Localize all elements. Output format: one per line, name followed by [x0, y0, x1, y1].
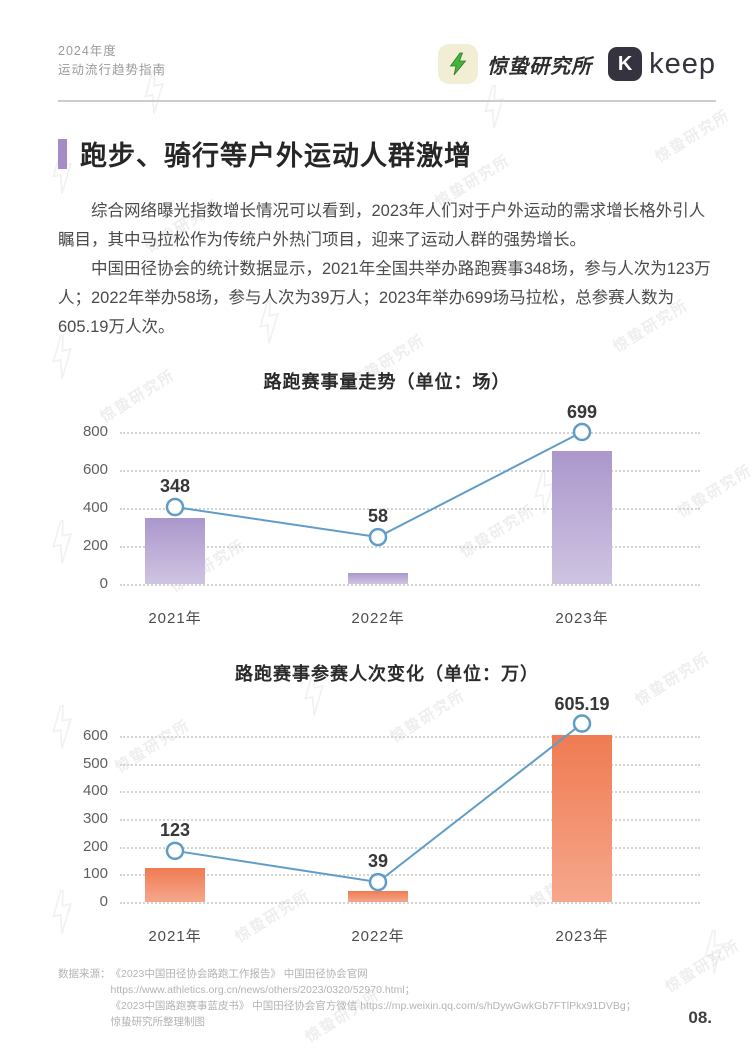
heading-accent-bar	[58, 138, 67, 169]
data-point-marker	[368, 527, 388, 547]
gridline	[120, 763, 700, 766]
jingzhe-logo: 惊蛰研究所	[438, 44, 592, 84]
chart-race-count-plot: 800 600 400 200 0 348 58 699 2021年 2022年 2023年	[58, 402, 716, 630]
data-label: 348	[159, 476, 191, 497]
y-axis-tick-label: 0	[99, 575, 108, 592]
edition-label: 2024年度	[58, 44, 117, 58]
body-text: 综合网络曝光指数增长情况可以看到，2023年人们对于户外运动的需求增长格外引人瞩…	[58, 197, 716, 342]
y-axis-tick-label: 500	[82, 754, 108, 772]
gridline	[120, 902, 700, 904]
gridline	[120, 546, 700, 548]
gridline	[120, 874, 700, 877]
y-axis-tick-label: 400	[82, 782, 108, 800]
paragraph-2: 中国田径协会的统计数据显示，2021年全国共举办路跑赛事348场，参与人次为12…	[58, 260, 711, 336]
chart-race-count-title: 路跑赛事量走势（单位：场）	[263, 372, 511, 392]
bar-2021年	[145, 517, 205, 584]
data-source: 数据来源： 《2023中国田径协会路跑工作报告》 中国田径协会官网 https:…	[58, 966, 716, 1030]
x-axis-label: 2022年	[351, 610, 405, 627]
data-label: 699	[566, 402, 598, 422]
source-label: 数据来源：	[58, 968, 111, 980]
x-axis-label: 2022年	[351, 928, 405, 945]
chart-participants-title: 路跑赛事参赛人次变化（单位：万）	[235, 664, 539, 684]
page-header: 2024年度 运动流行趋势指南 惊蛰研究所 K keep	[58, 42, 716, 84]
data-label: 39	[367, 851, 389, 872]
bar-2021年	[145, 867, 205, 902]
data-point-marker	[368, 872, 388, 892]
source-line: https://www.athletics.org.cn/news/others…	[110, 984, 416, 996]
keep-k-icon: K	[608, 47, 643, 81]
data-point-marker	[165, 841, 185, 861]
source-line: 惊蛰研究所整理制图	[110, 1016, 206, 1028]
section-title: 跑步、骑行等户外运动人群激增	[80, 141, 472, 171]
report-edition: 2024年度 运动流行趋势指南	[58, 42, 166, 80]
chart-race-count-block: 路跑赛事量走势（单位：场） 800 600 400 200 0 348 58 699 2021年…	[58, 368, 716, 630]
y-axis-tick-label: 0	[99, 893, 108, 910]
y-axis-tick-label: 100	[82, 865, 108, 883]
gridline	[120, 846, 700, 849]
x-axis-label: 2023年	[555, 928, 609, 945]
bar-2023年	[552, 734, 612, 902]
gridline	[120, 470, 700, 472]
trend-line-overlay	[165, 422, 592, 547]
data-label: 605.19	[554, 694, 610, 714]
chart-participants-plot: 600 500 400 300 200 100 0 123 39 605.19 2021年 2022年…	[58, 694, 716, 946]
data-point-marker	[572, 422, 592, 442]
y-axis-tick-label: 600	[82, 727, 108, 744]
y-axis-tick-label: 200	[82, 537, 108, 554]
gridline	[120, 508, 700, 510]
bar-2022年	[348, 891, 408, 902]
keep-logo: K keep	[608, 47, 716, 81]
y-axis-tick-label: 300	[82, 810, 108, 827]
data-point-marker	[165, 497, 185, 517]
data-point-marker	[572, 714, 592, 733]
brand-logos: 惊蛰研究所 K keep	[438, 44, 716, 84]
keep-logo-text: keep	[649, 47, 716, 80]
x-axis-label: 2021年	[148, 928, 202, 945]
jingzhe-logo-text: 惊蛰研究所	[487, 55, 593, 78]
data-label: 123	[159, 819, 191, 840]
paragraph-1: 综合网络曝光指数增长情况可以看到，2023年人们对于户外运动的需求增长格外引人瞩…	[58, 202, 706, 249]
y-axis-tick-label: 400	[82, 499, 108, 516]
y-axis-tick-label: 600	[82, 461, 108, 478]
gridline	[120, 584, 700, 586]
trend-line-overlay	[165, 714, 592, 892]
x-axis-label: 2021年	[148, 610, 202, 627]
source-lines: 《2023中国田径协会路跑工作报告》 中国田径协会官网 https://www.…	[111, 966, 637, 1030]
gridline	[120, 791, 700, 794]
y-axis-tick-label: 800	[82, 423, 108, 440]
page-number: 08.	[688, 1008, 712, 1027]
gridline	[120, 736, 700, 738]
lightning-icon	[438, 44, 479, 84]
x-axis-label: 2023年	[555, 610, 609, 627]
bar-2023年	[552, 451, 612, 584]
gridline	[120, 819, 700, 821]
header-divider	[58, 100, 716, 102]
chart-participants-block: 路跑赛事参赛人次变化（单位：万） 600 500 400 300 200 100 0 123 3…	[58, 660, 716, 946]
source-line: 《2023中国路跑赛事蓝皮书》 中国田径协会官方微信 https://mp.we…	[110, 1000, 637, 1012]
source-line: 《2023中国田径协会路跑工作报告》 中国田径协会官网	[110, 968, 368, 980]
guide-label: 运动流行趋势指南	[58, 63, 167, 77]
y-axis-tick-label: 200	[82, 837, 108, 855]
data-label: 58	[367, 506, 389, 527]
bar-2022年	[348, 572, 408, 584]
section-heading: 跑步、骑行等户外运动人群激增	[58, 134, 716, 173]
gridline	[120, 432, 700, 434]
